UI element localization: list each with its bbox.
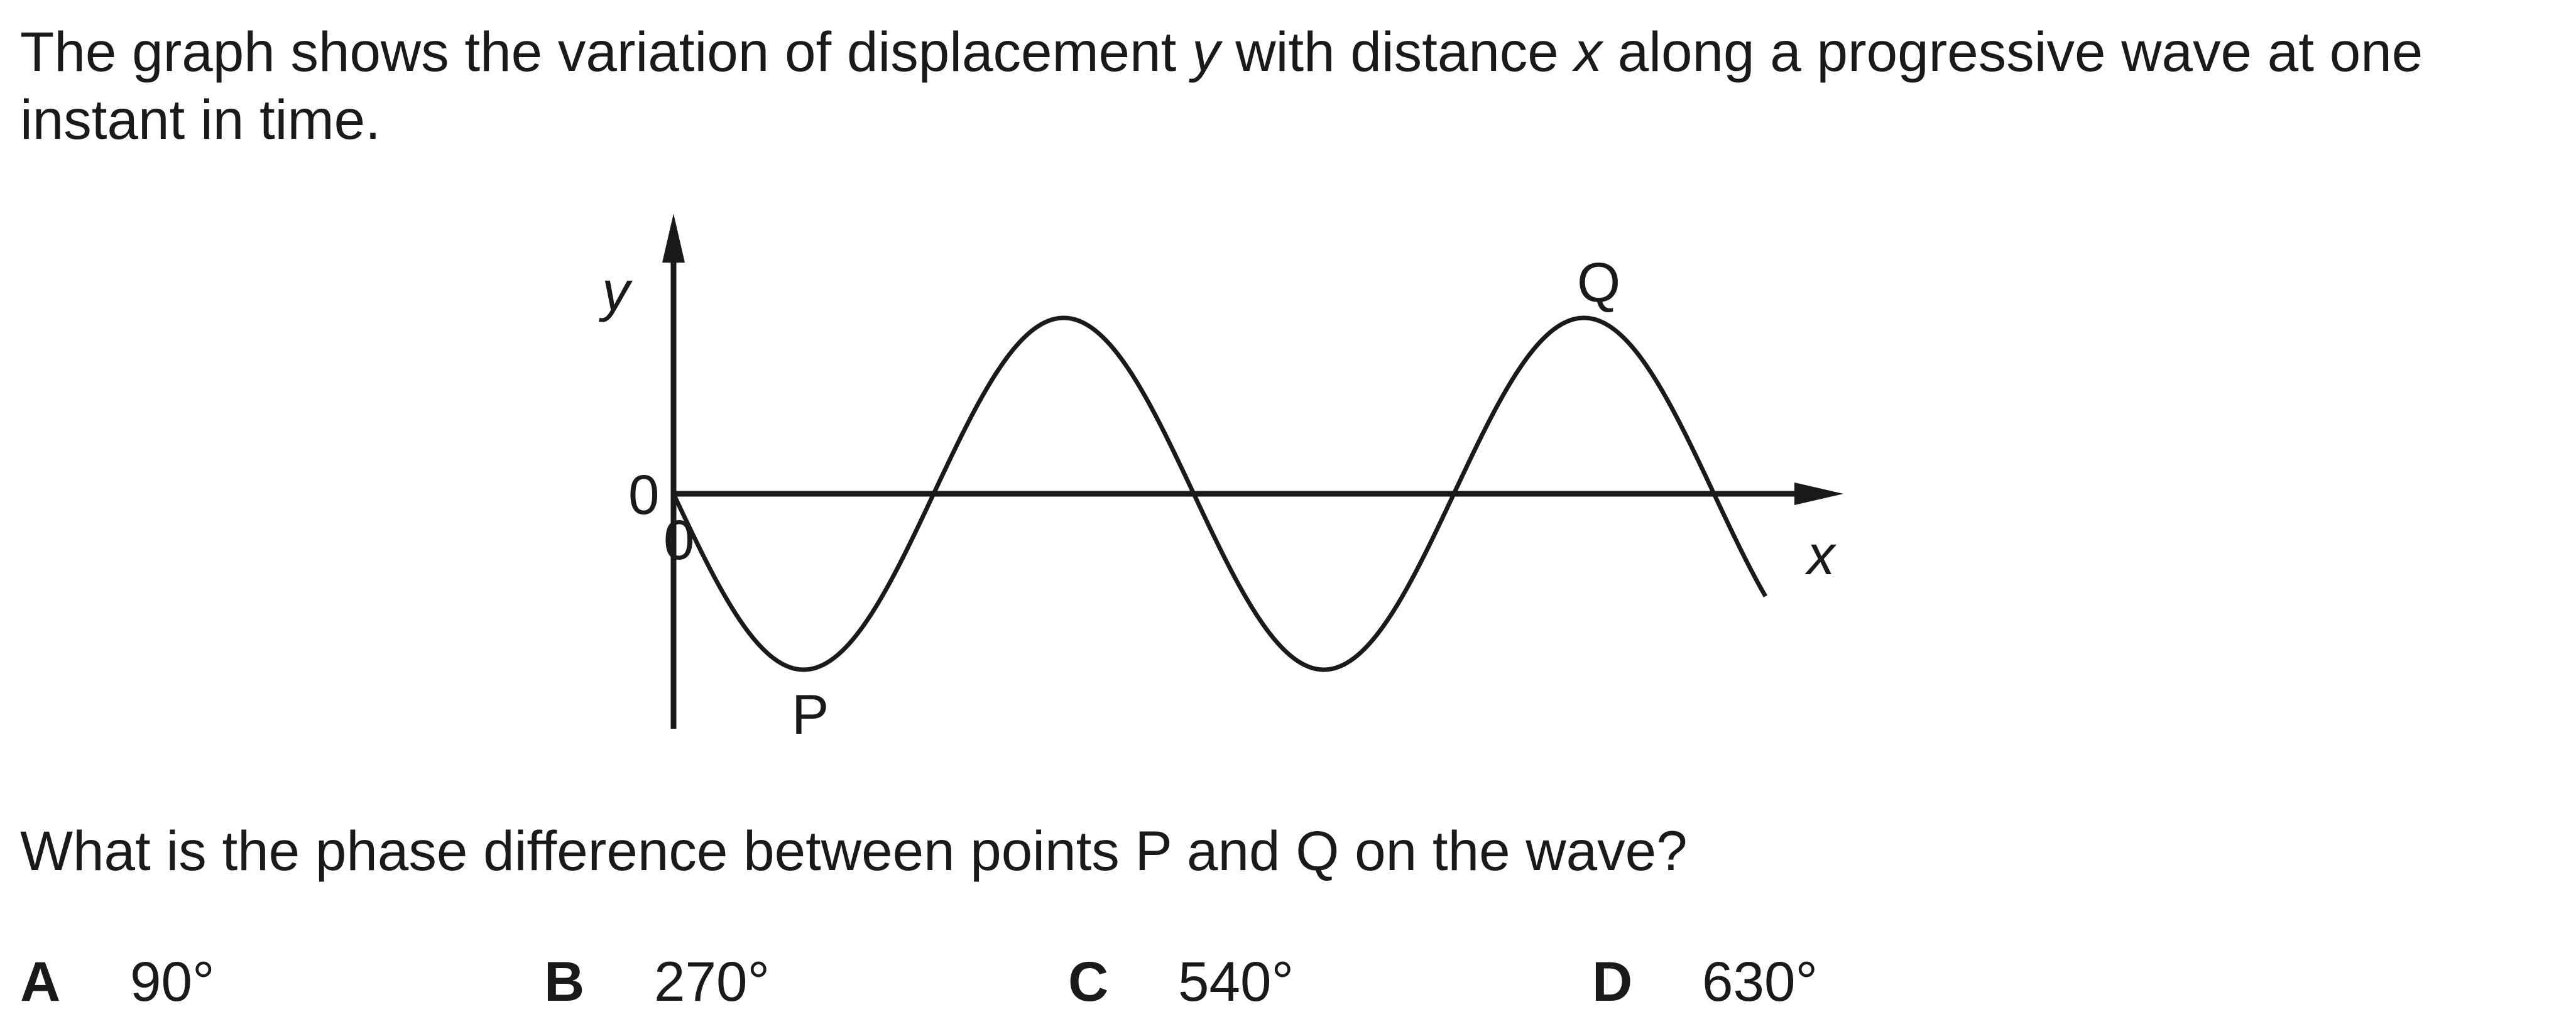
intro-variable-x: x: [1574, 20, 1603, 83]
option-b-letter: B: [544, 950, 585, 1013]
y-axis-label: y: [598, 259, 633, 322]
option-c-letter: C: [1068, 950, 1109, 1013]
x-axis-arrowhead: [1794, 482, 1843, 505]
origin-label-upper: 0: [628, 463, 660, 526]
point-q-label: Q: [1577, 251, 1620, 313]
option-d[interactable]: D 630°: [1592, 947, 1818, 1015]
option-a-letter: A: [20, 950, 61, 1013]
option-b[interactable]: B 270°: [544, 947, 770, 1015]
option-c-value: 540°: [1178, 950, 1294, 1013]
option-a-value: 90°: [130, 950, 215, 1013]
option-a[interactable]: A 90°: [20, 947, 215, 1015]
point-p-label: P: [792, 683, 829, 746]
option-c[interactable]: C 540°: [1068, 947, 1294, 1015]
intro-text-2: with distance: [1220, 20, 1575, 83]
y-axis-arrowhead: [662, 214, 685, 263]
option-b-value: 270°: [654, 950, 770, 1013]
answer-options: A 90° B 270° C 540° D 630°: [0, 947, 2576, 1016]
option-d-letter: D: [1592, 950, 1633, 1013]
option-d-value: 630°: [1702, 950, 1818, 1013]
question-intro: The graph shows the variation of displac…: [20, 18, 2546, 153]
question-prompt: What is the phase difference between poi…: [20, 819, 1688, 882]
intro-text-1: The graph shows the variation of displac…: [20, 20, 1192, 83]
intro-text-3: along a progressive wave at one instant …: [20, 20, 2423, 151]
x-axis-label: x: [1804, 523, 1837, 586]
intro-variable-y: y: [1192, 20, 1220, 83]
origin-label-lower: 0: [663, 508, 695, 571]
wave-curve: [671, 315, 1768, 672]
